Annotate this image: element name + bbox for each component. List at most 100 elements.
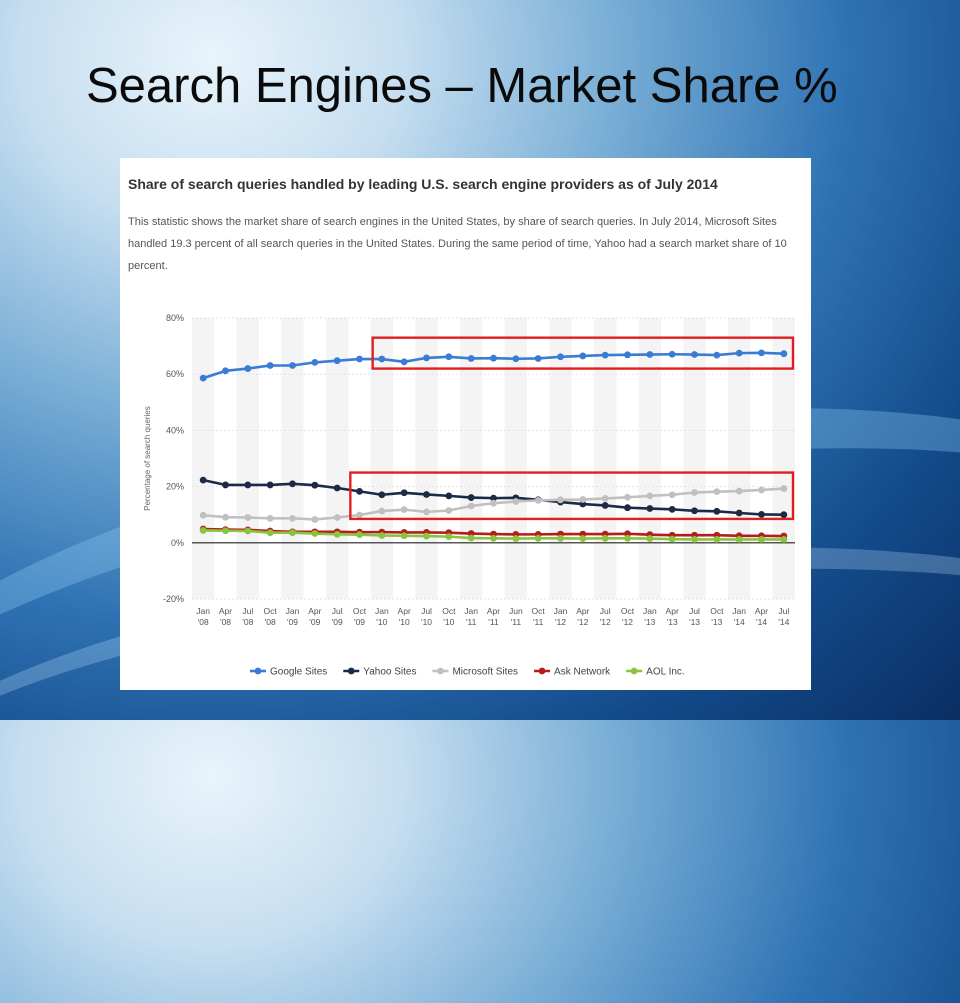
x-tick-label: Oct <box>621 606 635 616</box>
column-band <box>281 318 304 599</box>
data-point-aol-inc <box>356 531 363 539</box>
data-point-microsoft-sites <box>713 488 721 496</box>
x-tick-label: Apr <box>755 606 768 616</box>
x-tick-label-year: '10 <box>376 617 387 627</box>
data-point-microsoft-sites <box>534 496 542 504</box>
legend-marker-google-sites <box>254 667 262 675</box>
data-point-google-sites <box>244 365 252 372</box>
y-axis-title: Percentage of search queries <box>143 406 152 511</box>
legend-label-aol-inc: AOL Inc. <box>646 667 685 678</box>
data-point-aol-inc <box>780 536 788 543</box>
x-tick-label: Jul <box>421 606 432 616</box>
x-tick-label: Jan <box>732 606 746 616</box>
x-tick-label-year: '12 <box>577 617 588 627</box>
data-point-yahoo-sites <box>624 504 631 512</box>
data-point-yahoo-sites <box>423 491 430 498</box>
column-band <box>638 318 661 599</box>
legend-marker-yahoo-sites <box>347 667 355 675</box>
x-tick-label: Oct <box>264 606 278 616</box>
chart-panel: Share of search queries handled by leadi… <box>120 158 811 690</box>
x-tick-label-year: '08 <box>198 617 209 627</box>
x-tick-label-year: '11 <box>511 617 522 627</box>
data-point-google-sites <box>266 362 274 369</box>
x-tick-label-year: '13 <box>711 617 722 627</box>
data-point-aol-inc <box>199 527 207 534</box>
data-point-yahoo-sites <box>266 481 274 489</box>
data-point-microsoft-sites <box>780 485 788 492</box>
x-tick-label: Jan <box>375 606 389 616</box>
data-point-aol-inc <box>624 534 631 542</box>
x-tick-label: Jul <box>778 606 789 616</box>
data-point-aol-inc <box>735 536 743 543</box>
x-tick-label: Oct <box>353 606 367 616</box>
data-point-google-sites <box>311 358 319 366</box>
data-point-microsoft-sites <box>333 514 341 521</box>
data-point-microsoft-sites <box>311 516 319 523</box>
chart-description: This statistic shows the market share of… <box>128 216 787 272</box>
highlight-box-1 <box>371 336 795 370</box>
column-band <box>683 318 706 599</box>
data-point-aol-inc <box>445 533 453 541</box>
column-band <box>236 318 259 599</box>
data-point-microsoft-sites <box>557 496 564 504</box>
y-tick-label: 20% <box>166 482 184 492</box>
data-point-aol-inc <box>289 529 296 537</box>
data-point-yahoo-sites <box>780 511 788 519</box>
x-tick-label: Apr <box>219 606 232 616</box>
x-tick-label: Jul <box>689 606 700 616</box>
data-point-aol-inc <box>423 532 430 540</box>
column-band <box>326 318 349 599</box>
data-point-google-sites <box>691 351 698 358</box>
data-point-microsoft-sites <box>735 487 743 495</box>
data-point-google-sites <box>467 355 475 362</box>
x-tick-label: Apr <box>398 606 411 616</box>
x-tick-label-year: '08 <box>220 617 231 627</box>
x-tick-label: Oct <box>532 606 546 616</box>
data-point-aol-inc <box>579 535 587 542</box>
data-point-aol-inc <box>467 534 475 542</box>
data-point-microsoft-sites <box>423 508 430 516</box>
data-point-google-sites <box>400 358 408 366</box>
y-tick-label: 80% <box>166 313 184 323</box>
data-point-google-sites <box>333 357 341 365</box>
data-point-google-sites <box>289 362 296 369</box>
data-point-aol-inc <box>311 530 319 537</box>
data-point-aol-inc <box>266 529 274 537</box>
data-point-google-sites <box>356 355 363 363</box>
data-point-aol-inc <box>758 536 765 543</box>
data-point-microsoft-sites <box>356 511 363 519</box>
y-tick-label: 40% <box>166 425 184 435</box>
data-point-aol-inc <box>490 534 497 542</box>
data-point-google-sites <box>512 355 520 363</box>
x-tick-label-year: '12 <box>600 617 611 627</box>
data-point-yahoo-sites <box>713 507 721 515</box>
data-point-aol-inc <box>557 534 564 542</box>
data-point-yahoo-sites <box>735 509 743 517</box>
data-point-aol-inc <box>333 530 341 538</box>
data-point-microsoft-sites <box>266 514 274 522</box>
data-point-microsoft-sites <box>646 492 654 500</box>
data-point-aol-inc <box>668 535 676 543</box>
data-point-aol-inc <box>601 534 609 542</box>
data-point-yahoo-sites <box>646 505 654 512</box>
x-tick-label: Apr <box>487 606 500 616</box>
data-point-yahoo-sites <box>445 492 453 500</box>
x-tick-label: Jul <box>332 606 343 616</box>
x-tick-label: Jan <box>643 606 657 616</box>
x-tick-label-year: '12 <box>555 617 566 627</box>
data-point-aol-inc <box>244 527 252 535</box>
data-point-yahoo-sites <box>333 484 341 492</box>
data-point-microsoft-sites <box>378 507 386 515</box>
data-point-google-sites <box>378 355 386 363</box>
x-tick-label-year: '09 <box>287 617 298 627</box>
x-tick-label: Jul <box>600 606 611 616</box>
data-point-microsoft-sites <box>601 495 609 502</box>
data-point-google-sites <box>713 351 721 359</box>
data-point-microsoft-sites <box>222 513 229 521</box>
data-point-microsoft-sites <box>445 507 453 514</box>
column-band <box>549 318 572 599</box>
x-tick-label-year: '11 <box>488 617 499 627</box>
data-point-google-sites <box>735 349 743 357</box>
data-point-google-sites <box>601 351 609 359</box>
data-point-microsoft-sites <box>512 498 520 505</box>
